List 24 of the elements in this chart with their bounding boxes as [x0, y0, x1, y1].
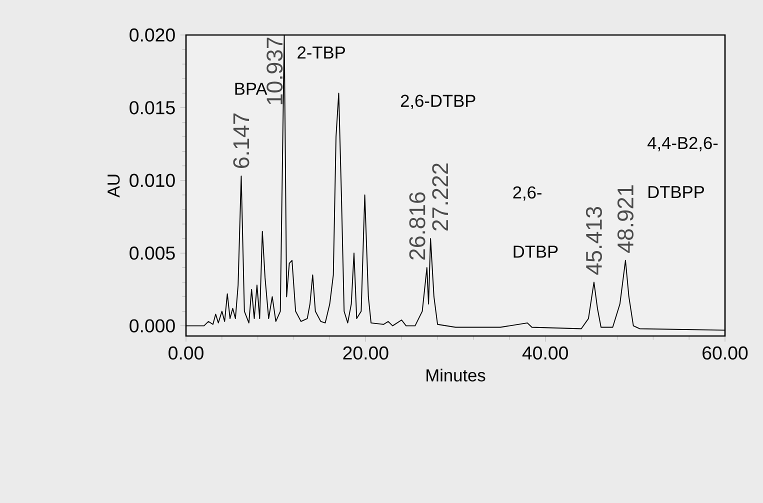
- annotation: 2,6-: [513, 186, 542, 201]
- x-axis-title: Minutes: [426, 368, 486, 382]
- x-tick-label: 20.00: [343, 346, 388, 360]
- annotation: 2-TBP: [298, 46, 345, 58]
- x-tick-label: 40.00: [522, 346, 568, 360]
- annotation: 6.147: [233, 114, 250, 168]
- annotation: DTBP: [514, 246, 558, 258]
- y-tick-label: 0.010: [130, 174, 175, 188]
- annotation: 27.222: [432, 163, 448, 230]
- x-tick-label: 60.00: [702, 346, 748, 360]
- y-tick-label: 0.005: [130, 246, 175, 260]
- annotation: BPA: [235, 82, 268, 95]
- y-tick-label: 0.015: [130, 101, 175, 114]
- y-axis-title: AU: [108, 174, 120, 198]
- y-tick-label: 0.000: [130, 319, 175, 332]
- x-tick-label: 0.00: [168, 346, 204, 360]
- annotation: DTBPP: [648, 186, 704, 198]
- annotation: 10.937: [266, 38, 283, 104]
- annotation: 2,6-DTBP: [400, 94, 476, 110]
- annotation: 4,4-B2,6-: [648, 136, 718, 152]
- annotation: 45.413: [586, 206, 602, 275]
- annotation: 48.921: [617, 185, 634, 253]
- annotation: 26.816: [409, 192, 426, 260]
- y-tick-label: 0.020: [130, 28, 175, 42]
